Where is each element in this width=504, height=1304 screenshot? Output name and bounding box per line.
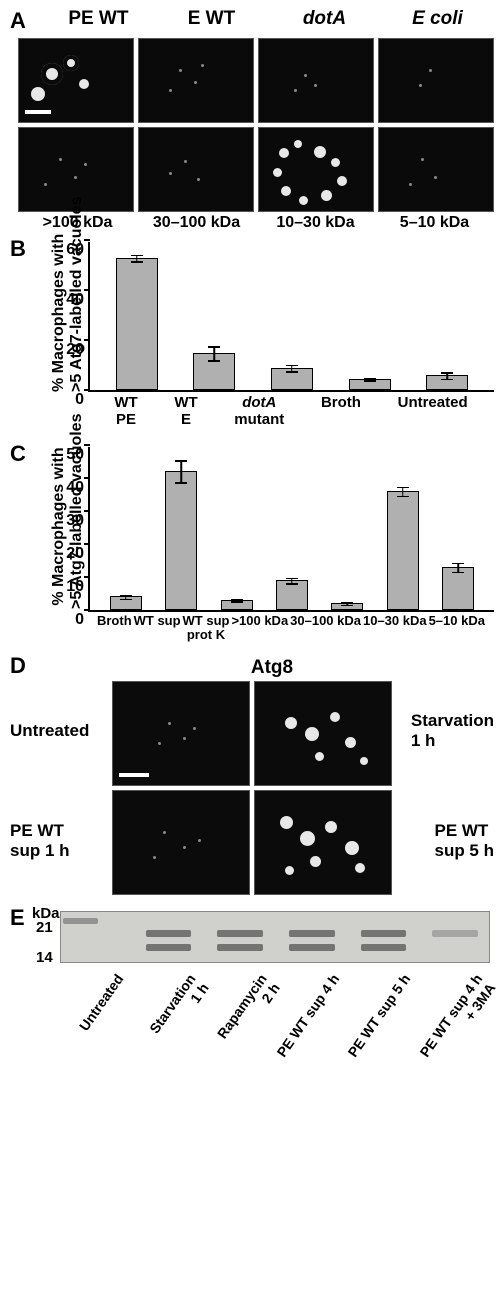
lane-label: PE WT sup 4 h+ 3MA — [416, 971, 498, 1069]
panel-a-bottom-labels: >100 kDa 30–100 kDa 10–30 kDa 5–10 kDa — [18, 214, 494, 232]
cell-label: PE WTsup 1 h — [10, 821, 70, 860]
lane-label: Starvation1 h — [146, 971, 211, 1045]
lane-label: PE WT sup 4 h — [273, 971, 342, 1060]
gel-band — [146, 944, 192, 951]
y-tick: 0 — [75, 611, 90, 629]
bar — [116, 258, 158, 391]
panel-a-micrograph-grid — [18, 38, 494, 212]
panel-d-title: Atg8 — [50, 657, 494, 679]
micrograph — [378, 127, 494, 212]
col-label: E coli — [381, 8, 494, 30]
cell-label: Untreated — [10, 721, 89, 741]
col-label: E WT — [155, 8, 268, 30]
panel-d: D Atg8 — [10, 657, 494, 895]
y-tick: 50 — [66, 446, 90, 464]
micrograph — [378, 38, 494, 123]
gel-band — [146, 930, 192, 937]
y-tick: 0 — [75, 391, 90, 409]
x-tick-label: >100 kDa — [231, 614, 288, 644]
col-label: PE WT — [42, 8, 155, 30]
lane-label: PE WT sup 5 h — [345, 971, 414, 1060]
gel-band — [217, 930, 263, 937]
micrograph — [258, 127, 374, 212]
y-tick: 40 — [66, 479, 90, 497]
x-tick-label: 30–100 kDa — [290, 614, 361, 644]
col-label: dotA — [268, 8, 381, 30]
bar — [331, 603, 363, 610]
x-tick-label: 10–30 kDa — [363, 614, 427, 644]
micrograph — [258, 38, 374, 123]
panel-c: C % Macrophages with>5 Atg7-labelled vac… — [10, 447, 494, 644]
micrograph — [254, 681, 392, 786]
gel-band — [361, 944, 407, 951]
x-axis-labels-c: BrothWT supWT supprot K>100 kDa30–100 kD… — [88, 612, 494, 644]
y-tick: 40 — [66, 291, 90, 309]
y-tick: 20 — [66, 341, 90, 359]
panel-e: E kDa 21 14 UntreatedStarvation1 hRapamy… — [10, 911, 494, 1083]
panel-d-grid — [112, 681, 392, 895]
gel-band — [289, 944, 335, 951]
gel-band — [361, 930, 407, 937]
x-tick-label: Broth — [97, 614, 132, 644]
x-tick-label: Broth — [321, 394, 361, 429]
bar — [276, 580, 308, 610]
bar — [165, 471, 197, 610]
gel-band — [289, 930, 335, 937]
panel-a-top-labels: PE WT E WT dotA E coli — [42, 8, 494, 30]
lane-label: Untreated — [76, 971, 127, 1034]
panel-b: B % Macrophages with>5 Atg7-labelled vac… — [10, 242, 494, 429]
col-label: 10–30 kDa — [256, 214, 375, 232]
panel-b-label: B — [10, 236, 26, 262]
western-blot — [60, 911, 490, 963]
x-tick-label: WTE — [174, 394, 197, 429]
x-tick-label: Untreated — [398, 394, 468, 429]
x-axis-labels-b: WTPE WTE dotAmutant Broth Untreated — [88, 392, 494, 429]
scale-bar — [119, 773, 149, 777]
bar-chart-b: 0204060 — [88, 242, 494, 392]
gel-band — [217, 944, 263, 951]
y-tick: 30 — [66, 512, 90, 530]
micrograph — [112, 790, 250, 895]
lane-label: Rapamycin2 h — [214, 971, 283, 1051]
x-tick-label: dotAmutant — [234, 394, 284, 429]
bar — [387, 491, 419, 610]
panel-a-label: A — [10, 8, 26, 34]
micrograph — [138, 38, 254, 123]
cell-label: PE WTsup 5 h — [434, 821, 494, 860]
x-tick-label: WT supprot K — [183, 614, 230, 644]
y-tick: 60 — [66, 241, 90, 259]
panel-c-label: C — [10, 441, 26, 467]
panel-d-label: D — [10, 653, 26, 679]
marker-label: 21 — [36, 919, 53, 936]
bar — [110, 596, 142, 609]
bar — [271, 368, 313, 391]
micrograph — [18, 38, 134, 123]
micrograph — [254, 790, 392, 895]
bar — [193, 353, 235, 391]
bar — [349, 379, 391, 390]
x-tick-label: 5–10 kDa — [429, 614, 485, 644]
bar-chart-c: 01020304050 — [88, 447, 494, 612]
bar — [221, 600, 253, 610]
bar — [442, 567, 474, 610]
y-tick: 20 — [66, 545, 90, 563]
gel-band — [432, 930, 478, 937]
scale-bar — [25, 110, 51, 114]
col-label: 30–100 kDa — [137, 214, 256, 232]
lane-labels: UntreatedStarvation1 hRapamycin2 hPE WT … — [60, 963, 490, 1083]
y-axis-label: % Macrophages with>5 Atg7-labelled vacuo… — [50, 242, 86, 392]
cell-label: Starvation1 h — [411, 711, 494, 750]
y-tick: 10 — [66, 578, 90, 596]
x-tick-label: WT sup — [134, 614, 181, 644]
micrograph — [112, 681, 250, 786]
panel-e-label: E — [10, 905, 25, 931]
x-tick-label: WTPE — [114, 394, 137, 429]
bar — [426, 375, 468, 390]
micrograph — [138, 127, 254, 212]
marker-label: 14 — [36, 949, 53, 966]
col-label: 5–10 kDa — [375, 214, 494, 232]
